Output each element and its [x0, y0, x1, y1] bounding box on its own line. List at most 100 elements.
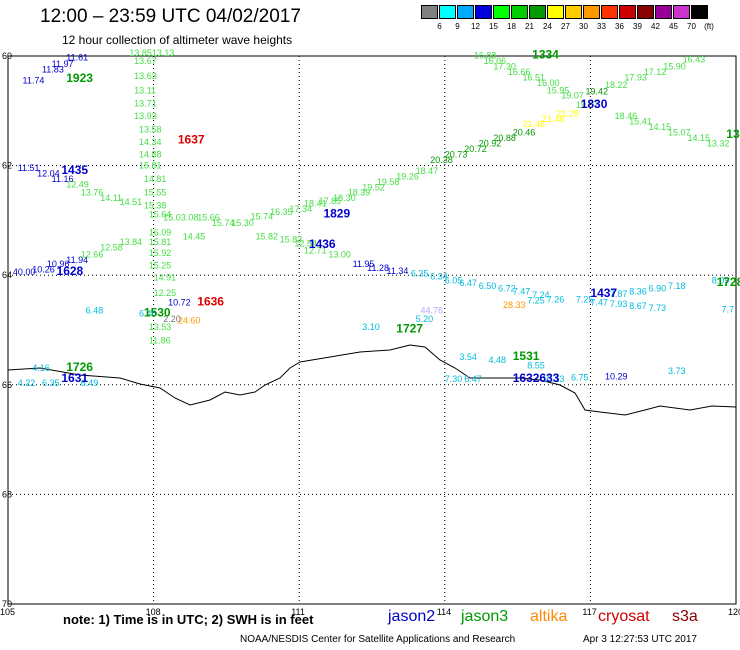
wave-height-label: 11.51 — [18, 163, 40, 173]
legend-label: 18 — [507, 22, 516, 31]
pass-time-label: 1727 — [396, 322, 423, 336]
wave-height-label: 15.90 — [663, 62, 686, 72]
wave-height-label: 8.55 — [527, 360, 545, 370]
pass-time-label: 1628 — [57, 264, 84, 278]
lat-tick-label: 70 — [2, 599, 12, 609]
wave-height-label: 15.83 — [280, 234, 303, 244]
wave-height-label: 18.22 — [605, 80, 628, 90]
pass-time-label: 1636 — [197, 294, 224, 308]
wave-height-label: 15.81 — [139, 160, 162, 170]
wave-height-label: 11.86 — [149, 336, 171, 346]
satellite-s3a: s3a — [672, 608, 698, 625]
wave-height-label: 17.34 — [289, 204, 312, 214]
wave-height-label: 6.50 — [479, 281, 497, 291]
wave-height-label: 14.81 — [144, 174, 167, 184]
wave-height-label: 6.47 — [459, 278, 477, 288]
wave-height-label: 20.46 — [513, 127, 536, 137]
wave-height-label: 15.82 — [256, 232, 279, 242]
wave-height-label: 8.09 — [712, 275, 730, 285]
pass-time-label: 1334 — [532, 48, 559, 62]
wave-height-label: 18.41 — [304, 199, 327, 209]
pass-time-label: 1632633 — [513, 371, 560, 385]
pass-time-label: 1728 — [717, 275, 740, 289]
wave-height-label: 6.35 — [411, 268, 429, 278]
wave-height-label: 16.43 — [683, 55, 706, 65]
wave-height-label: 16.00 — [537, 78, 560, 88]
wave-height-label: 19.58 — [377, 177, 400, 187]
wave-height-label: 15.95 — [547, 85, 570, 95]
wave-height-label: 12.04 — [37, 169, 60, 179]
wave-height-label: 12.58 — [100, 243, 123, 253]
wave-height-label: 20.73 — [445, 149, 468, 159]
wave-height-label: 24.60 — [178, 315, 201, 325]
wave-height-label: 7.25 — [527, 296, 545, 306]
wave-height-label: 13.71 — [134, 98, 157, 108]
wave-height-label: 10.13 — [542, 374, 565, 384]
legend-unit: (ft) — [704, 22, 714, 31]
wave-height-label: 6.46 — [139, 308, 157, 318]
wave-height-label: 6.90 — [649, 284, 667, 294]
wave-height-label: 12.49 — [66, 180, 89, 190]
lat-tick-label: 60 — [2, 51, 12, 61]
wave-height-label: 12.54 — [294, 239, 317, 249]
wave-height-label: 19.26 — [396, 171, 419, 181]
wave-height-label: 20.88 — [493, 133, 516, 143]
wave-height-label: 3.73 — [668, 366, 686, 376]
wave-height-label: 13.93 — [134, 111, 157, 121]
wave-height-label: 21.46 — [522, 119, 545, 129]
legend-swatch — [421, 5, 438, 19]
wave-height-label: 6.75 — [571, 372, 589, 382]
wave-height-label: 7.25 — [576, 295, 594, 305]
wave-height-label: 8.67 — [629, 301, 647, 311]
wave-height-label: 13.8513.13 — [129, 48, 174, 58]
legend-swatch — [475, 5, 492, 19]
wave-height-label: 10.29 — [605, 371, 628, 381]
legend-label: 30 — [579, 22, 588, 31]
lat-tick-label: 66 — [2, 380, 12, 390]
wave-height-label: 7.47 — [590, 297, 608, 307]
wave-height-label: 11.95 — [353, 259, 375, 269]
lon-tick-label: 111 — [291, 607, 305, 617]
wave-height-label: 11.74 — [23, 75, 45, 85]
legend-swatch — [493, 5, 510, 19]
wave-height-label: 6.34 — [430, 272, 448, 282]
wave-height-label: 15.41 — [629, 117, 652, 127]
legend-label: 24 — [543, 22, 552, 31]
satellite-jason2: jason2 — [388, 608, 436, 625]
pass-time-label: 1923 — [66, 71, 93, 85]
wave-height-label: 11.16 — [52, 174, 74, 184]
wave-height-label: 15.92 — [149, 248, 172, 258]
wave-height-label: 7.24 — [532, 290, 550, 300]
wave-height-label: 13.84 — [120, 237, 143, 247]
wave-height-label: 21.29 — [556, 108, 579, 118]
wave-height-label: 3.54 — [459, 352, 477, 362]
wave-height-label: 4.16 — [32, 363, 50, 373]
pass-time-label: 1531 — [513, 349, 540, 363]
wave-height-label: 14.34 — [139, 137, 162, 147]
legend-label: 6 — [437, 22, 442, 31]
wave-height-label: 6.48 — [86, 306, 104, 316]
wave-height-label: 14.11 — [100, 193, 122, 203]
wave-height-label: 7.73 — [649, 303, 667, 313]
satellite-altika: altika — [530, 608, 568, 625]
wave-height-label: 15.38 — [144, 200, 167, 210]
wave-height-label: 8.36 — [629, 286, 647, 296]
wave-height-label: 18.39 — [348, 188, 371, 198]
lat-tick-label: 62 — [2, 161, 12, 171]
wave-height-label: 16.51 — [522, 73, 545, 83]
wave-height-label: 12.66 — [81, 250, 104, 260]
wave-height-label: 6.05 — [445, 275, 463, 285]
wave-height-label: 19.07 — [561, 91, 584, 101]
wave-height-label: 16.66 — [508, 67, 531, 77]
wave-height-label: 12.25 — [154, 288, 177, 298]
pass-time-label: 1437 — [590, 286, 617, 300]
wave-height-label: 11.83 — [42, 64, 64, 74]
wave-height-label: 16.88 — [474, 51, 497, 61]
wave-height-label: 6.49 — [81, 378, 99, 388]
legend-label: 15 — [489, 22, 498, 31]
legend-swatch — [529, 5, 546, 19]
wave-height-label: 15.25 — [149, 261, 172, 271]
wave-height-label: 14.88 — [139, 149, 162, 159]
legend-swatch — [457, 5, 474, 19]
